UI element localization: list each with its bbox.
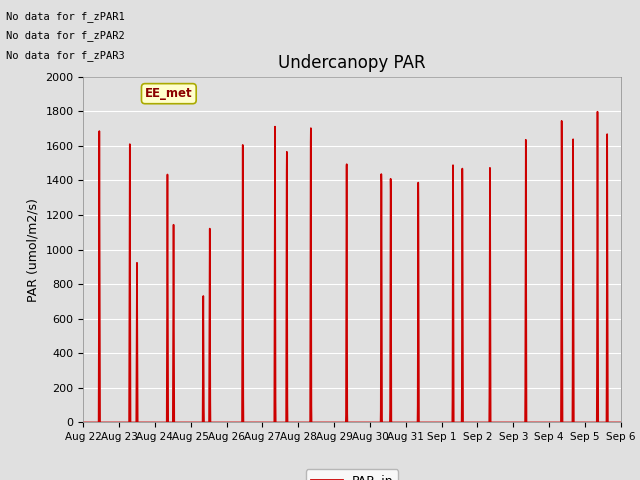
Legend: PAR_in: PAR_in	[305, 469, 399, 480]
Text: No data for f_zPAR3: No data for f_zPAR3	[6, 49, 125, 60]
Text: No data for f_zPAR1: No data for f_zPAR1	[6, 11, 125, 22]
Text: EE_met: EE_met	[145, 87, 193, 100]
Y-axis label: PAR (umol/m2/s): PAR (umol/m2/s)	[27, 198, 40, 301]
Text: No data for f_zPAR2: No data for f_zPAR2	[6, 30, 125, 41]
Title: Undercanopy PAR: Undercanopy PAR	[278, 54, 426, 72]
